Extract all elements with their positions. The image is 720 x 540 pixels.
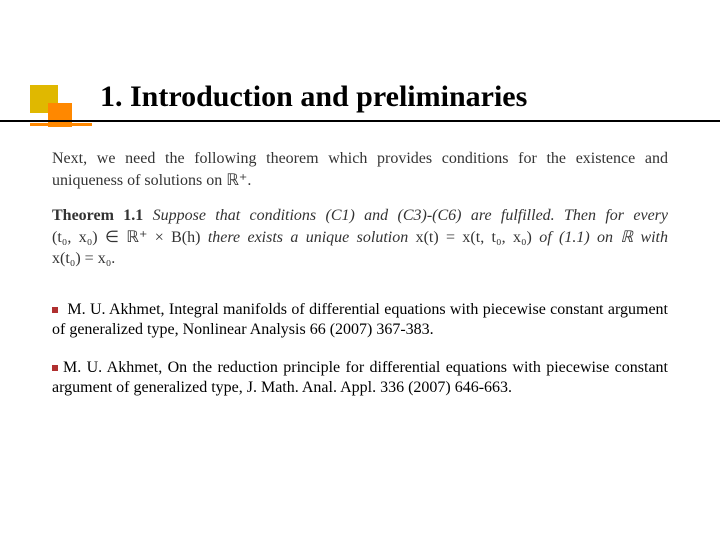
slide-title: 1. Introduction and preliminaries bbox=[100, 80, 680, 120]
bullet-icon bbox=[52, 365, 58, 371]
theorem-text-1: Suppose that conditions (C1) and (C3)-(C… bbox=[143, 207, 668, 224]
theorem-text-2: there exists a unique solution bbox=[200, 229, 415, 246]
intro-paragraph: Next, we need the following theorem whic… bbox=[52, 148, 668, 191]
reference-1-text: M. U. Akhmet, Integral manifolds of diff… bbox=[52, 301, 668, 338]
reference-1: M. U. Akhmet, Integral manifolds of diff… bbox=[52, 300, 668, 340]
reference-2-text: M. U. Akhmet, On the reduction principle… bbox=[52, 359, 668, 396]
title-underline-accent bbox=[30, 123, 92, 126]
title-underline bbox=[0, 120, 720, 122]
bullet-icon bbox=[52, 307, 58, 313]
theorem-period: . bbox=[111, 250, 115, 267]
theorem-statement: Theorem 1.1 Suppose that conditions (C1)… bbox=[52, 205, 668, 270]
references: M. U. Akhmet, Integral manifolds of diff… bbox=[0, 300, 720, 398]
theorem-label: Theorem 1.1 bbox=[52, 207, 143, 224]
theorem-math-1: (t₀, x₀) ∈ ℝ⁺ × B(h) bbox=[52, 229, 200, 246]
content-body: Next, we need the following theorem whic… bbox=[0, 120, 720, 270]
reference-2: M. U. Akhmet, On the reduction principle… bbox=[52, 358, 668, 398]
theorem-math-3: x(t₀) = x₀ bbox=[52, 250, 111, 267]
theorem-math-2: x(t) = x(t, t₀, x₀) bbox=[416, 229, 532, 246]
theorem-text-3: of (1.1) on ℝ with bbox=[532, 229, 668, 246]
